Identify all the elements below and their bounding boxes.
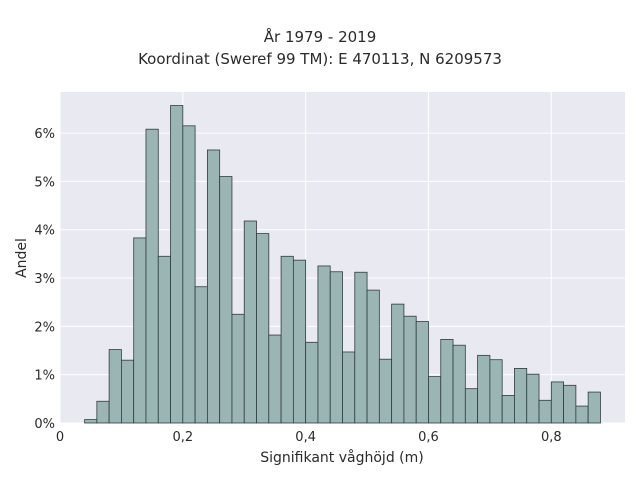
histogram-bar	[84, 419, 98, 424]
y-tick-label: 4%	[34, 224, 55, 239]
histogram-bar	[354, 271, 368, 424]
histogram-bar	[108, 349, 122, 424]
histogram-bar	[329, 271, 343, 424]
histogram-bar	[366, 289, 380, 424]
histogram-bar	[96, 400, 110, 424]
y-tick-label: 3%	[34, 272, 55, 287]
histogram-bar	[157, 255, 171, 424]
histogram-bar	[219, 176, 233, 424]
bars-group	[84, 105, 601, 424]
histogram-bar	[280, 255, 294, 424]
histogram-bar	[563, 384, 577, 424]
chart-title: År 1979 - 2019	[263, 28, 377, 46]
histogram-bar	[121, 359, 135, 424]
histogram-bar	[587, 391, 601, 424]
y-axis-ticks: 0% 1% 2% 3% 4% 5% 6%	[34, 127, 55, 432]
histogram-bar	[182, 125, 196, 424]
histogram-bar	[391, 303, 405, 424]
histogram-bar	[440, 339, 454, 424]
x-tick-label: 0,8	[541, 430, 562, 445]
histogram-bar	[428, 376, 442, 424]
histogram-bar	[501, 395, 515, 424]
histogram-bar	[575, 405, 589, 424]
histogram-bar	[243, 220, 257, 424]
histogram-bar	[477, 354, 491, 424]
histogram-bar	[526, 373, 540, 424]
y-tick-label: 6%	[34, 127, 55, 142]
histogram-bar	[489, 359, 503, 424]
y-axis-label: Andel	[14, 238, 30, 278]
histogram-bar	[342, 351, 356, 424]
histogram-bar	[452, 344, 466, 424]
histogram-bar	[170, 105, 184, 424]
histogram-bar	[145, 128, 159, 424]
histogram-bar	[514, 367, 528, 424]
histogram-bar	[550, 381, 564, 424]
chart-subtitle: Koordinat (Sweref 99 TM): E 470113, N 62…	[138, 50, 502, 68]
histogram-bar	[403, 315, 417, 424]
x-tick-label: 0,4	[295, 430, 316, 445]
x-axis-label: Signifikant våghöjd (m)	[260, 449, 423, 466]
y-tick-label: 0%	[34, 417, 55, 432]
x-axis-ticks: 0 0,2 0,4 0,6 0,8	[56, 430, 562, 445]
x-tick-label: 0,2	[172, 430, 193, 445]
histogram-bar	[133, 237, 147, 424]
histogram-bar	[538, 399, 552, 424]
histogram-bar	[464, 388, 479, 424]
histogram-bar	[206, 149, 221, 424]
histogram-bar	[292, 259, 307, 424]
x-tick-label: 0	[56, 430, 64, 445]
histogram-bar	[194, 286, 208, 424]
y-tick-label: 1%	[34, 369, 55, 384]
histogram-bar	[415, 321, 429, 424]
histogram-bar	[268, 334, 282, 424]
x-tick-label: 0,6	[418, 430, 439, 445]
y-tick-label: 2%	[34, 320, 55, 335]
histogram-bar	[317, 265, 331, 424]
histogram-bar	[231, 313, 245, 424]
histogram-bar	[305, 341, 319, 424]
y-tick-label: 5%	[34, 175, 55, 190]
histogram-bar	[378, 358, 393, 424]
histogram-bar	[256, 233, 270, 424]
